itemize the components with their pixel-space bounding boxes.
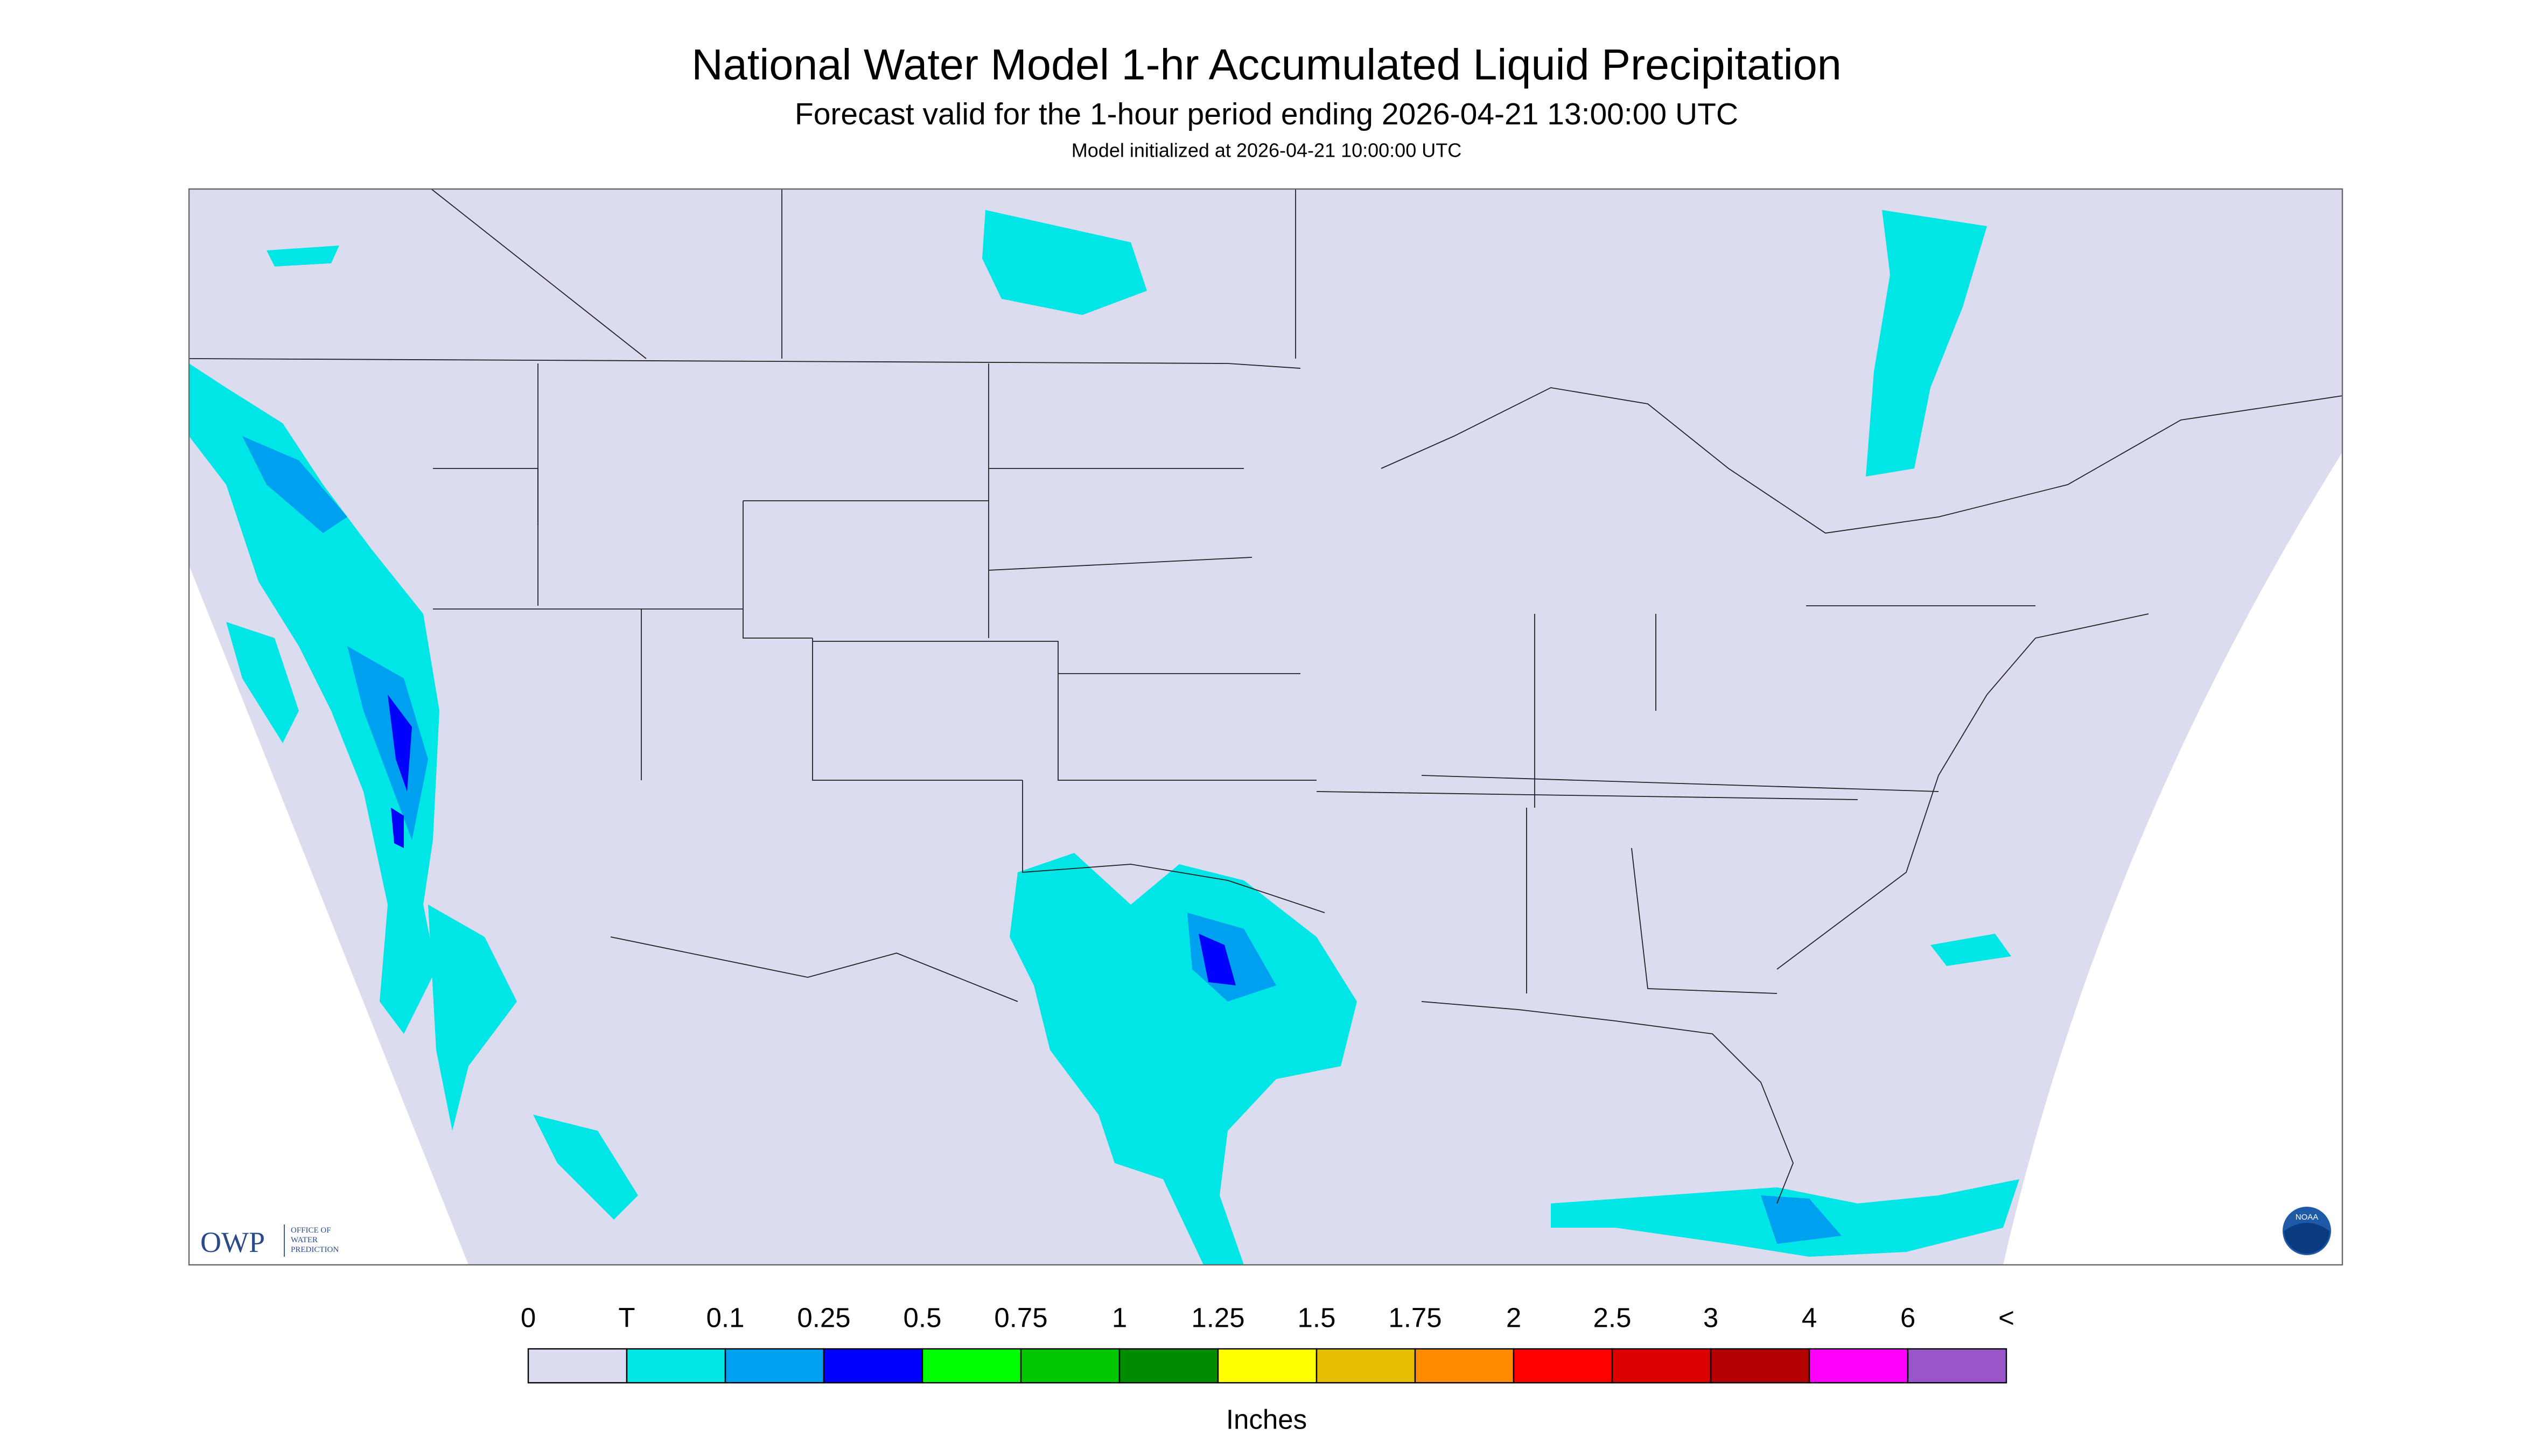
legend-label: 0.25 [797,1302,850,1333]
boundaries [188,188,2343,1204]
legend-swatch [1414,1348,1515,1384]
legend-swatch [724,1348,825,1384]
legend-swatch [1907,1348,2007,1384]
legend-swatch [1217,1348,1318,1384]
legend-swatch [1611,1348,1712,1384]
legend-label: 0.5 [904,1302,942,1333]
map: OWP OFFICE OF WATER PREDICTION NOAA [188,188,2343,1266]
legend-label: 0 [521,1302,536,1333]
outside-projection-left [189,189,468,1265]
legend-swatch [1020,1348,1121,1384]
map-frame [188,188,2343,1266]
subtitle: Forecast valid for the 1-hour period end… [795,97,1738,131]
legend-swatch [1513,1348,1613,1384]
legend-swatch [1118,1348,1219,1384]
legend-label: T [618,1302,635,1333]
noaa-text: NOAA [2296,1213,2319,1222]
legend-label: 0.1 [706,1302,745,1333]
legend-label: 2 [1506,1302,1521,1333]
owp-logo: OWP [200,1226,265,1258]
map-background [189,189,2342,1265]
owp-name: OFFICE OF [291,1226,331,1235]
legend-label: 1.25 [1191,1302,1244,1333]
legend-label: 1.5 [1298,1302,1336,1333]
noaa-logo-wave [2284,1223,2329,1254]
precip-areas [189,210,2019,1265]
legend-label: 4 [1802,1302,1817,1333]
legend: Inches 0 T 0.1 0.25 0.5 0.75 1 1.25 1.5 1.75 2 2.5 3… [521,1302,2014,1434]
owp-name: WATER [291,1236,318,1244]
legend-label: 1.75 [1388,1302,1442,1333]
legend-swatch [1316,1348,1416,1384]
legend-swatch [527,1348,628,1384]
legend-unit: Inches [1226,1404,1307,1434]
legend-swatch [1710,1348,1810,1384]
legend-label: 2.5 [1593,1302,1632,1333]
legend-label: 6 [1900,1302,1915,1333]
legend-swatch [1808,1348,1909,1384]
legend-label: 0.75 [994,1302,1047,1333]
init-time: Model initialized at 2026-04-21 10:00:00… [1072,139,1461,162]
legend-label: 1 [1112,1302,1127,1333]
owp-name: PREDICTION [291,1245,339,1254]
precip-areas-heavy [388,695,1236,986]
legend-swatch [823,1348,923,1384]
outside-projection-right [2003,452,2342,1265]
legend-label: < [1998,1302,2014,1333]
legend-swatch [921,1348,1022,1384]
legend-label: 3 [1703,1302,1718,1333]
title: National Water Model 1-hr Accumulated Li… [691,40,1842,89]
legend-swatch [626,1348,726,1384]
